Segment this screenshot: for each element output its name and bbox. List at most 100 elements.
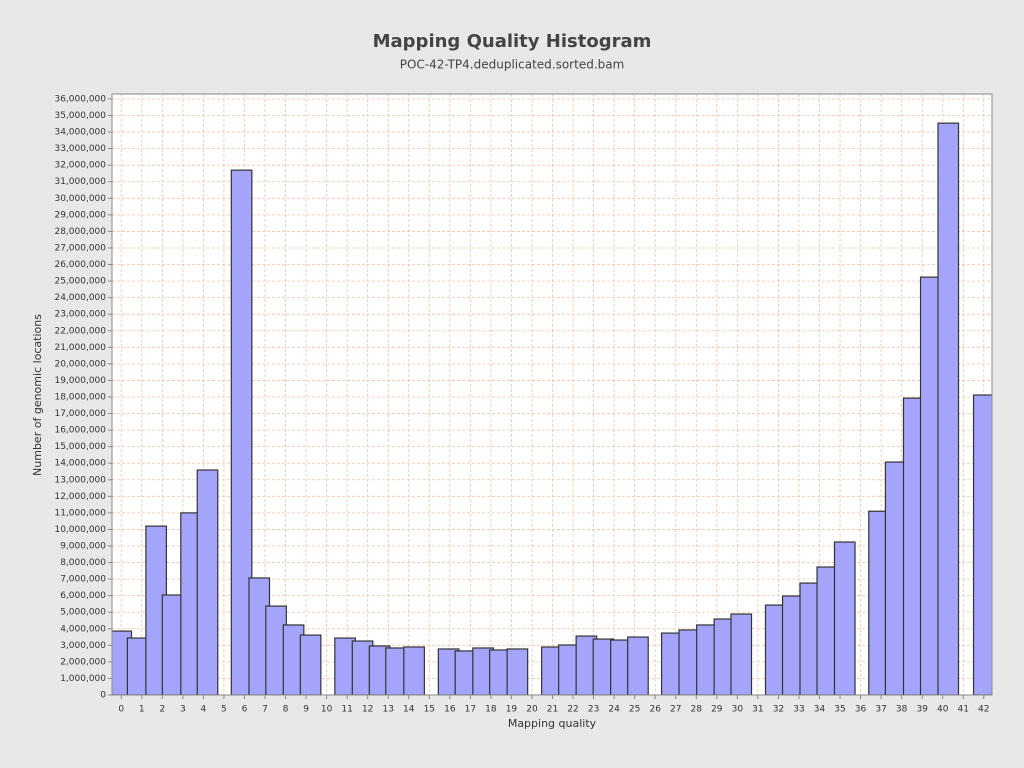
x-tick-label: 9 [303,705,309,715]
y-tick-label: 21,000,000 [54,343,106,353]
chart-title: Mapping Quality Histogram [373,31,652,52]
bar [196,469,219,695]
bar [884,461,907,695]
x-tick-label: 25 [629,705,640,715]
bar [506,648,529,695]
x-tick-label: 0 [118,705,124,715]
x-tick-label: 4 [201,705,207,715]
y-tick-label: 31,000,000 [54,177,106,187]
x-tick-label: 38 [896,705,908,715]
y-tick-label: 7,000,000 [60,575,106,585]
y-tick-label: 32,000,000 [54,161,106,171]
y-tick-label: 12,000,000 [54,492,106,502]
bar [161,594,184,695]
y-tick-label: 18,000,000 [54,392,106,402]
y-tick-label: 3,000,000 [60,641,106,651]
y-tick-label: 25,000,000 [54,277,106,287]
x-tick-label: 7 [262,705,268,715]
y-tick-label: 13,000,000 [54,475,106,485]
bar [126,637,149,695]
y-tick-label: 6,000,000 [60,591,106,601]
x-tick-label: 29 [711,705,723,715]
x-tick-label: 22 [567,705,578,715]
y-tick-label: 33,000,000 [54,144,106,154]
x-tick-label: 1 [139,705,145,715]
x-tick-label: 11 [341,705,352,715]
x-tick-label: 24 [608,705,620,715]
y-tick-label: 24,000,000 [54,293,106,303]
x-tick-label: 19 [506,705,518,715]
y-tick-label: 1,000,000 [60,674,106,684]
x-tick-label: 2 [159,705,165,715]
y-tick-label: 10,000,000 [54,525,106,535]
x-tick-label: 34 [814,705,826,715]
y-axis-label: Number of genomic locations [31,314,44,476]
x-tick-label: 3 [180,705,186,715]
y-tick-label: 30,000,000 [54,194,106,204]
x-tick-label: 32 [773,705,784,715]
y-tick-label: 5,000,000 [60,608,106,618]
x-tick-label: 5 [221,705,227,715]
bar [972,394,992,695]
x-tick-label: 28 [691,705,703,715]
chart-subtitle: POC-42-TP4.deduplicated.sorted.bam [400,58,625,72]
x-tick-label: 12 [362,705,373,715]
x-tick-label: 6 [242,705,248,715]
bar [299,634,322,695]
x-tick-label: 23 [588,705,599,715]
x-tick-label: 17 [465,705,476,715]
y-tick-label: 34,000,000 [54,128,106,138]
y-tick-label: 22,000,000 [54,326,106,336]
y-tick-label: 26,000,000 [54,260,106,270]
x-tick-label: 35 [834,705,845,715]
y-tick-label: 19,000,000 [54,376,106,386]
x-tick-label: 33 [793,705,804,715]
plot-border [111,93,993,696]
bar [730,613,753,695]
y-tick-label: 11,000,000 [54,508,106,518]
bar [627,636,649,695]
y-tick-label: 9,000,000 [60,541,106,551]
x-tick-label: 41 [958,705,969,715]
x-tick-label: 37 [875,705,886,715]
y-tick-label: 28,000,000 [54,227,106,237]
x-tick-label: 27 [670,705,681,715]
bar [833,541,856,695]
x-tick-label: 42 [978,705,989,715]
x-tick-label: 39 [916,705,928,715]
y-tick-label: 4,000,000 [60,624,106,634]
y-tick-label: 8,000,000 [60,558,106,568]
x-tick-label: 26 [649,705,661,715]
x-tick-label: 21 [547,705,558,715]
x-tick-label: 16 [444,705,456,715]
x-tick-label: 13 [382,705,393,715]
x-axis-label: Mapping quality [508,717,597,730]
x-tick-label: 18 [485,705,497,715]
bar [385,647,407,695]
x-tick-label: 31 [752,705,763,715]
x-tick-label: 14 [403,705,415,715]
x-tick-label: 36 [855,705,867,715]
x-tick-label: 10 [321,705,333,715]
x-tick-label: 15 [424,705,435,715]
y-tick-label: 36,000,000 [54,94,106,104]
y-tick-label: 35,000,000 [54,111,106,121]
y-tick-label: 0 [100,691,106,701]
y-tick-label: 29,000,000 [54,210,106,220]
y-tick-label: 20,000,000 [54,359,106,369]
x-tick-label: 8 [283,705,289,715]
y-tick-label: 15,000,000 [54,442,106,452]
bar [403,646,425,695]
x-tick-label: 20 [526,705,538,715]
y-tick-label: 14,000,000 [54,459,106,469]
y-tick-label: 17,000,000 [54,409,106,419]
x-tick-label: 40 [937,705,949,715]
x-tick-label: 30 [732,705,744,715]
bar [937,122,960,695]
y-tick-label: 27,000,000 [54,243,106,253]
y-tick-label: 16,000,000 [54,426,106,436]
bars [112,122,992,695]
y-tick-label: 23,000,000 [54,310,106,320]
y-tick-label: 2,000,000 [60,657,106,667]
